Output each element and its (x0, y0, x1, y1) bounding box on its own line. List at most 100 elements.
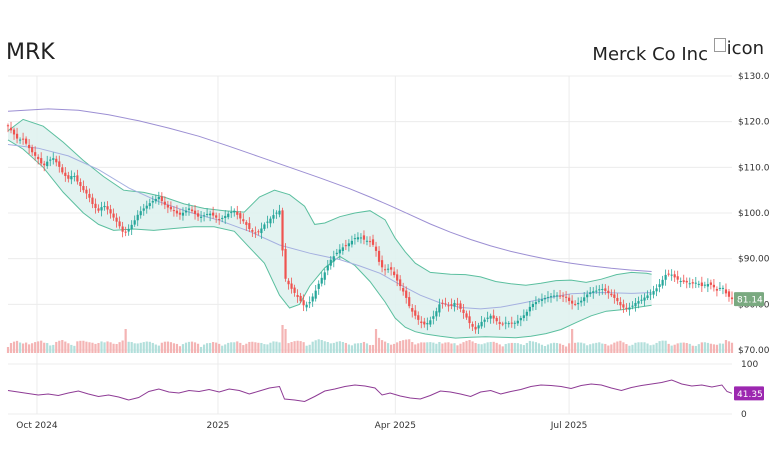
volume-bar (694, 345, 697, 353)
candle-body (495, 317, 498, 322)
volume-bar (34, 342, 37, 353)
volume-bar (540, 344, 544, 353)
moving-average-long-line (7, 108, 652, 272)
volume-bar (368, 345, 372, 353)
candle-body (350, 240, 353, 245)
candle-body (166, 204, 169, 208)
volume-bar (70, 344, 73, 353)
candle-body (546, 296, 550, 298)
candle-body (610, 293, 613, 296)
volume-bar (64, 341, 67, 353)
volume-bar (610, 344, 613, 353)
candle-body (510, 322, 513, 324)
volume-bar (628, 345, 631, 353)
last-price-label: 81.14 (737, 296, 763, 306)
candle-body (362, 235, 366, 240)
volume-bar (25, 342, 28, 353)
candle-body (212, 212, 215, 216)
volume-bar (387, 343, 390, 353)
candle-body (218, 218, 221, 220)
volume-bar (106, 341, 109, 353)
volume-bar (52, 344, 55, 353)
candle-body (399, 279, 402, 287)
candle-body (673, 274, 676, 278)
candle-body (58, 161, 61, 167)
candle-body (257, 231, 260, 233)
candle-body (417, 315, 420, 320)
candle-body (697, 283, 700, 285)
candle-body (353, 238, 357, 240)
volume-bar (154, 344, 157, 353)
candle-body (646, 295, 649, 299)
volume-bar (700, 342, 703, 353)
volume-bar (206, 343, 209, 353)
volume-bar (625, 344, 628, 353)
volume-bar (163, 341, 166, 353)
time-tick-label: Jul 2025 (550, 421, 588, 431)
volume-bar (604, 343, 607, 353)
candle-body (664, 274, 667, 280)
volume-bar (320, 340, 323, 353)
candle-body (411, 308, 414, 312)
volume-bar (477, 343, 480, 353)
candle-body (465, 313, 468, 318)
volume-bar (423, 342, 426, 353)
candle-body (691, 282, 694, 284)
candle-body (329, 259, 332, 266)
volume-bar (308, 344, 311, 353)
candle-body (100, 207, 103, 211)
volume-bar (127, 341, 130, 353)
volume-bar (91, 342, 94, 353)
volume-bar (257, 342, 260, 353)
candle-body (178, 212, 182, 215)
candle-body (34, 152, 37, 156)
candle-body (568, 297, 571, 302)
candle-body (715, 289, 719, 291)
candle-body (323, 272, 326, 280)
volume-bar (619, 340, 622, 353)
indicator-axis: 100 0 (741, 360, 758, 420)
candle-body (709, 282, 712, 285)
candle-body (299, 295, 302, 302)
volume-bar (28, 344, 31, 353)
volume-bar (631, 344, 634, 353)
candle-body (269, 218, 272, 224)
volume-bar (103, 342, 106, 353)
candle-body (112, 213, 115, 218)
volume-bar (184, 342, 188, 353)
candle-body (534, 302, 538, 305)
volume-bar (691, 345, 694, 353)
volume-bar (721, 343, 725, 353)
volume-bar (441, 343, 444, 353)
company-logo-icon: icon (713, 38, 764, 59)
candle-body (393, 271, 396, 276)
candle-body (221, 217, 224, 219)
candle-body (459, 303, 462, 309)
volume-bar (712, 344, 715, 353)
price-tick-label: $120.0 (738, 118, 770, 128)
volume-bar (218, 343, 221, 353)
price-tick-label: $110.0 (738, 163, 770, 173)
volume-bar (586, 345, 589, 353)
candle-body (601, 288, 604, 291)
candle-body (49, 159, 52, 161)
volume-bar (94, 343, 97, 353)
volume-bar (157, 345, 160, 353)
candle-body (685, 280, 688, 283)
candle-body (359, 237, 363, 239)
volume-bar (6, 347, 10, 353)
price-tick-label: $100.0 (738, 209, 770, 219)
candle-body (290, 283, 293, 289)
volume-bar (408, 339, 411, 353)
volume-bar (73, 345, 76, 353)
volume-bar (652, 344, 655, 353)
candle-body (61, 167, 64, 173)
candle-body (209, 213, 212, 216)
volume-bar (706, 342, 709, 353)
volume-bar (40, 340, 43, 353)
volume-bar (242, 345, 245, 353)
candle-body (727, 291, 731, 297)
candle-body (172, 210, 176, 212)
volume-bar (414, 344, 417, 353)
